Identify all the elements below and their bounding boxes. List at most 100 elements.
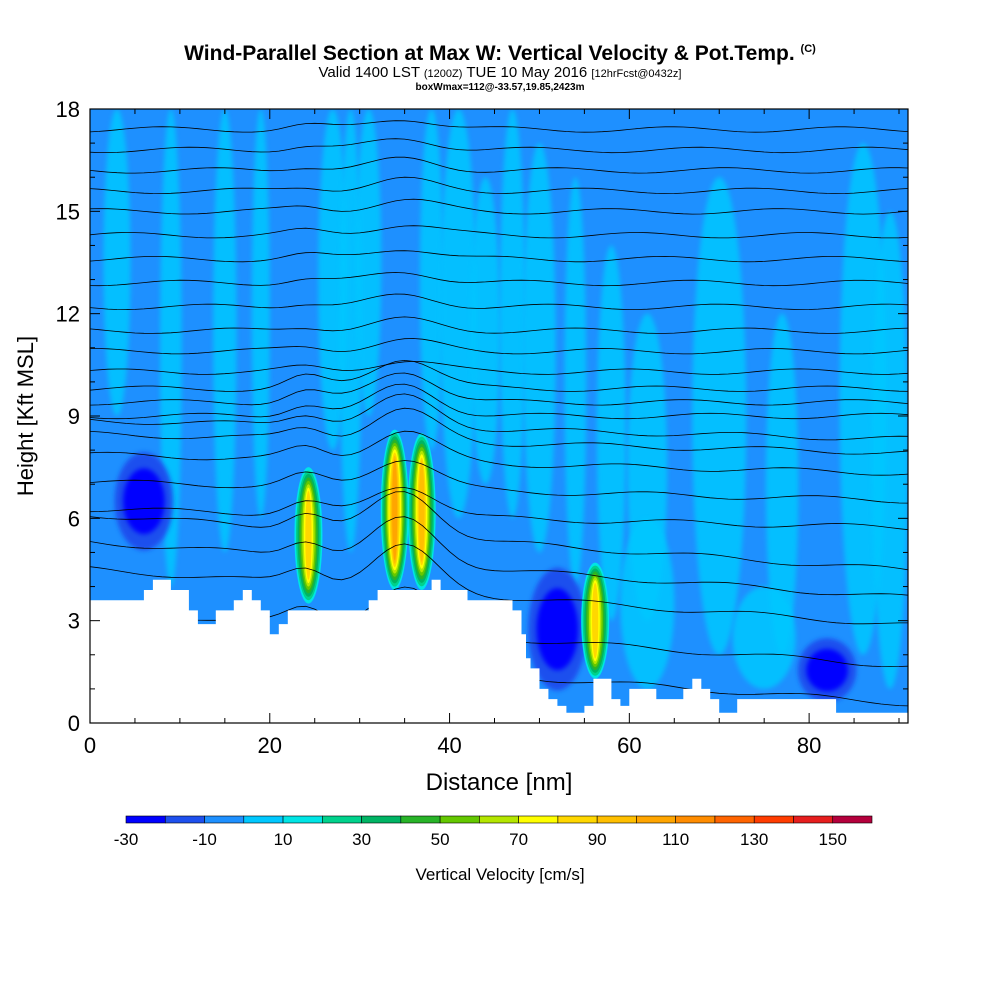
colorbar-tick-label: 70 — [509, 830, 528, 849]
isentrope-line — [90, 430, 908, 476]
weak-updraft-streak — [339, 109, 362, 553]
forecast-info: [12hrFcst@0432z] — [591, 68, 682, 80]
box-wmax-info: boxWmax=112@-33.57,19.85,2423m — [415, 82, 585, 93]
isentrope-line — [90, 460, 908, 504]
isentrope-line — [90, 225, 908, 239]
isentrope-line — [90, 383, 908, 420]
isentrope-line — [90, 156, 908, 174]
downdraft-region — [814, 657, 840, 683]
y-tick-label: 3 — [68, 609, 80, 634]
colorbar-swatch — [596, 815, 637, 824]
isentrope-line — [90, 176, 908, 195]
weak-updraft-streak — [732, 586, 796, 689]
weak-updraft-streak — [872, 211, 908, 689]
chart-title-block: Wind-Parallel Section at Max W: Vertical… — [0, 38, 1000, 94]
weak-updraft-streak — [564, 177, 587, 587]
updraft-core-band — [418, 461, 425, 562]
downdraft-region — [131, 482, 157, 521]
terrain-mask — [90, 579, 908, 723]
colorbar-swatch — [164, 815, 205, 824]
weak-updraft-streak — [318, 109, 348, 451]
weak-updraft-streak — [213, 109, 237, 553]
colorbar-swatch — [204, 815, 245, 824]
weak-updraft-streak — [765, 313, 799, 655]
colorbar-swatch — [636, 815, 676, 824]
weak-updraft-streak — [471, 177, 500, 485]
weak-updraft-streak — [523, 143, 556, 553]
colorbar-swatch — [243, 815, 284, 824]
colorbar-tick-label: -10 — [192, 830, 217, 849]
plot-area — [90, 109, 908, 723]
isentrope-line — [90, 138, 908, 154]
colorbar-swatch — [322, 815, 362, 824]
updraft-core-band — [305, 491, 312, 580]
x-axis-label: Distance [nm] — [426, 769, 573, 796]
chart-subtitle: Valid 1400 LST (1200Z) TUE 10 May 2016 [… — [0, 65, 1000, 82]
colorbar-swatch — [361, 815, 402, 824]
isentrope-line — [90, 393, 908, 441]
colorbar-swatch — [753, 815, 794, 824]
weak-updraft-streak — [356, 109, 382, 416]
y-tick-label: 18 — [56, 97, 80, 122]
chart-title: Wind-Parallel Section at Max W: Vertical… — [0, 38, 1000, 65]
x-tick-label: 60 — [617, 733, 641, 758]
chart-title-main: Wind-Parallel Section at Max W: Vertical… — [184, 42, 795, 65]
valid-time: Valid 1400 LST — [318, 64, 420, 81]
colorbar-swatch — [832, 815, 873, 824]
isentrope-line — [90, 293, 908, 311]
weak-updraft-streak — [499, 109, 526, 519]
isentrope-line — [90, 360, 908, 375]
colorbar-swatch — [518, 815, 559, 824]
colorbar-tick-label: 50 — [431, 830, 450, 849]
weak-updraft-streak — [419, 109, 444, 451]
copyright-mark: (C) — [800, 43, 816, 55]
downdraft-region — [545, 605, 570, 653]
weak-updraft-streak — [103, 109, 131, 416]
isentrope-line — [90, 372, 908, 406]
x-tick-label: 20 — [258, 733, 282, 758]
isentrope-line — [90, 198, 908, 215]
isentrope-line — [90, 250, 908, 263]
isentrope-line — [90, 120, 908, 133]
weak-updraft-streak — [440, 109, 477, 519]
y-tick-label: 6 — [68, 506, 80, 531]
colorbar-tick-label: 110 — [662, 830, 689, 849]
weak-updraft-streak — [160, 109, 182, 587]
weak-updraft-streak — [620, 518, 675, 689]
x-tick-label: 40 — [437, 733, 461, 758]
isentrope-line — [90, 407, 908, 455]
isentrope-line — [90, 272, 908, 287]
isentrope-line — [90, 516, 908, 596]
x-tick-label: 80 — [797, 733, 821, 758]
isentrope-line — [90, 487, 908, 531]
colorbar-tick-label: 150 — [819, 830, 847, 849]
isentrope-line — [90, 316, 908, 334]
x-tick-label: 0 — [84, 733, 96, 758]
colorbar-swatch — [125, 815, 166, 824]
isentrope-line — [90, 543, 908, 625]
colorbar-swatch — [479, 815, 519, 824]
colorbar-swatch — [793, 815, 834, 824]
colorbar-tick-label: 10 — [274, 830, 293, 849]
y-tick-label: 12 — [56, 302, 80, 327]
y-tick-label: 9 — [68, 404, 80, 429]
colorbar-swatch — [557, 815, 598, 824]
y-tick-label: 0 — [68, 711, 80, 736]
colorbar-tick-label: 90 — [588, 830, 607, 849]
colorbar-label: Vertical Velocity [cm/s] — [415, 865, 584, 884]
y-tick-label: 15 — [56, 199, 80, 224]
valid-date: TUE 10 May 2016 — [466, 64, 588, 81]
valid-z-time: (1200Z) — [423, 68, 463, 80]
y-axis-label: Height [Kft MSL] — [13, 336, 38, 496]
updraft-core-band — [592, 582, 599, 659]
colorbar-swatch — [400, 815, 441, 824]
colorbar-tick-label: 30 — [352, 830, 371, 849]
weak-updraft-streak — [692, 177, 747, 655]
weak-updraft-streak — [596, 245, 626, 621]
isentrope-line — [90, 491, 908, 571]
colorbar-swatch — [714, 815, 755, 824]
colorbar-swatch — [282, 815, 323, 824]
weak-updraft-streak — [251, 109, 270, 519]
isentrope-line — [90, 359, 908, 392]
